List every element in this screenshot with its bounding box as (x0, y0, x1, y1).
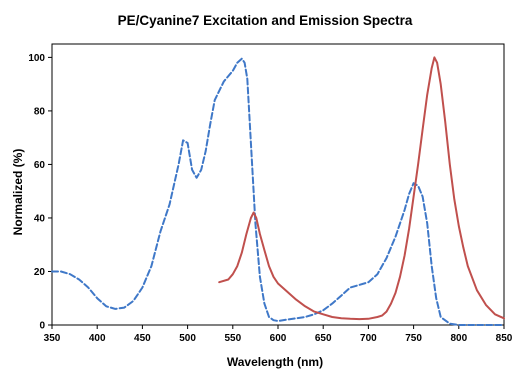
emission-series-line (218, 56, 505, 321)
x-tick-label: 350 (44, 333, 61, 344)
x-tick-label: 800 (450, 333, 467, 344)
x-tick-label: 700 (360, 333, 377, 344)
x-axis-label: Wavelength (nm) (227, 355, 323, 369)
x-tick-label: 750 (405, 333, 422, 344)
chart-title: PE/Cyanine7 Excitation and Emission Spec… (118, 13, 413, 28)
plot-area: 350 400 450 500 550 600 650 700 750 800 850 0 20 40 60… (28, 43, 513, 344)
y-tick-label: 80 (34, 106, 46, 117)
x-tick-label: 450 (134, 333, 151, 344)
x-tick-label: 550 (224, 333, 241, 344)
x-tick-label: 600 (270, 333, 287, 344)
excitation-series-line (51, 57, 505, 326)
y-axis-label: Normalized (%) (11, 149, 25, 236)
x-tick-label: 850 (496, 333, 513, 344)
y-tick-label: 100 (28, 53, 45, 64)
y-tick-label: 20 (34, 267, 46, 278)
y-tick-label: 60 (34, 160, 46, 171)
x-tick-label: 400 (89, 333, 106, 344)
x-tick-label: 500 (179, 333, 196, 344)
x-tick-label: 650 (315, 333, 332, 344)
y-tick-label: 0 (39, 321, 45, 332)
y-tick-label: 40 (34, 213, 46, 224)
